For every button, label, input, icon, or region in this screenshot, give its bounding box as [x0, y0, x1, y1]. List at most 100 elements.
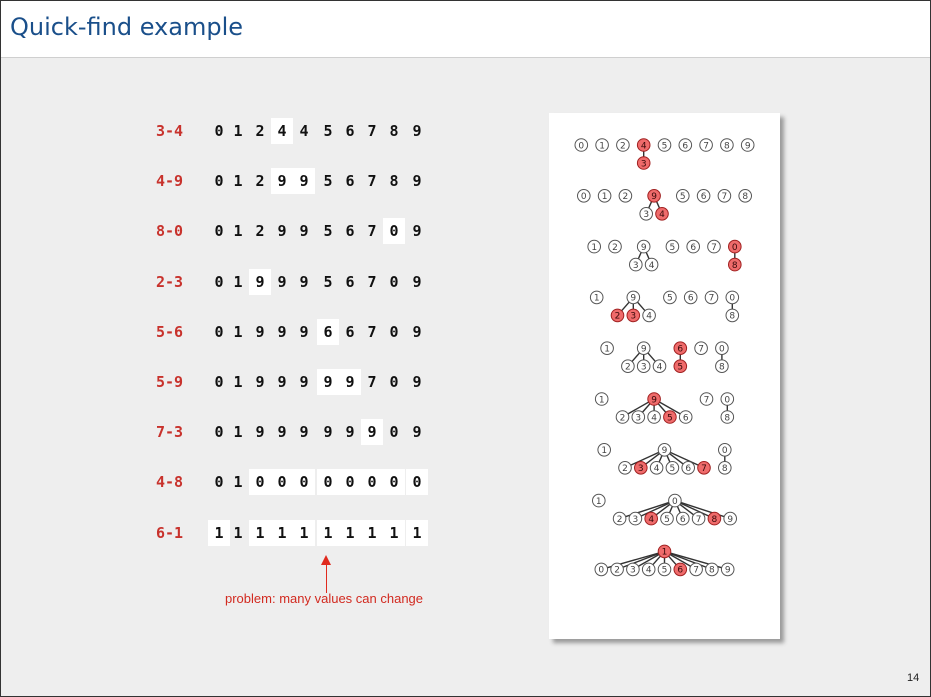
tree-node — [577, 189, 591, 203]
tree-node — [647, 189, 661, 203]
forest-step: 1 9 5 6 7 0 2 3 4 8 — [589, 290, 740, 323]
union-operation: 5-9 — [156, 373, 184, 391]
tree-node — [728, 239, 742, 254]
tree-edge — [664, 449, 705, 469]
tree-node — [657, 443, 672, 457]
union-operation: 4-8 — [156, 473, 184, 492]
tree-node-label: 7 — [703, 141, 709, 151]
tree-node-label: 4 — [649, 261, 655, 271]
arrow-shaft — [326, 563, 327, 593]
tree-node — [644, 511, 658, 526]
step-row: 4-8 0 1 0 0 0 0 0 0 0 0 — [1, 469, 931, 496]
tree-node — [657, 544, 672, 559]
tree-node-label: 3 — [633, 261, 639, 271]
step-row: 4-9 0 1 2 9 9 5 6 7 8 9 — [1, 168, 931, 195]
tree-node-label: 8 — [729, 312, 735, 322]
tree-node — [673, 341, 688, 355]
union-operation: 5-6 — [156, 322, 184, 341]
id-cell: 0 — [271, 469, 293, 496]
id-cell: 7 — [367, 322, 377, 341]
union-operation: 7-3 — [156, 423, 184, 442]
tree-node-label: 3 — [643, 210, 649, 220]
forest-diagram: 0 1 2 4 5 6 7 8 930 1 2 9 5 6 7 83 41 2 9 5 6 7 03 4 81 9 5 6 7 02 3 4 8… — [574, 138, 755, 577]
tree-node — [720, 138, 734, 152]
tree-node — [574, 138, 589, 152]
id-cell: 1 — [233, 122, 243, 140]
tree-node — [589, 290, 604, 305]
tree-node-label: 2 — [622, 464, 628, 474]
tree-node-label: 6 — [677, 345, 683, 355]
id-cell: 9 — [277, 423, 287, 442]
tree-node-label: 3 — [630, 566, 636, 576]
tree-node-label: 8 — [732, 261, 738, 271]
arrow-up-icon — [321, 555, 331, 565]
tree-node — [697, 461, 711, 475]
tree-node — [608, 239, 622, 254]
tree-node-label: 4 — [641, 141, 647, 151]
id-cell: 0 — [293, 469, 315, 496]
id-cell: 0 — [339, 469, 361, 496]
tree-node-label: 9 — [651, 192, 657, 202]
tree-node-label: 0 — [729, 294, 735, 304]
tree-node — [655, 207, 669, 221]
tree-node-label: 4 — [648, 515, 654, 525]
problem-annotation: problem: many values can change — [225, 591, 424, 606]
tree-node-label: 9 — [727, 515, 733, 525]
tree-node — [665, 239, 680, 254]
tree-edge — [664, 550, 713, 571]
id-cell: 9 — [255, 423, 265, 442]
id-cell: 9 — [277, 322, 287, 341]
tree-node — [657, 138, 672, 152]
tree-node-label: 2 — [623, 192, 629, 202]
forest-step: 0 1 2 9 5 6 7 8 3 4 — [577, 189, 752, 221]
tree-node-label: 9 — [641, 243, 647, 253]
tree-node-label: 2 — [620, 413, 626, 423]
tree-node — [678, 138, 693, 152]
id-cell: 9 — [255, 322, 265, 341]
tree-node-label: 6 — [677, 566, 683, 576]
id-cell: 9 — [412, 423, 422, 442]
union-operation: 6-1 — [156, 523, 184, 542]
tree-node — [720, 392, 735, 406]
tree-node — [644, 257, 659, 272]
slide-title: Quick-find example — [10, 13, 244, 41]
tree-node-label: 3 — [641, 363, 647, 373]
tree-node — [681, 461, 695, 475]
id-cell: 0 — [389, 423, 399, 442]
tree-edge — [674, 499, 715, 520]
tree-node-label: 6 — [682, 141, 688, 151]
tree-node-label: 7 — [711, 243, 717, 253]
tree-node — [610, 308, 625, 323]
union-operation: 2-3 — [156, 272, 184, 291]
tree-node — [699, 138, 713, 152]
id-cell: 9 — [323, 423, 333, 442]
tree-edge — [619, 499, 676, 520]
tree-node-label: 0 — [724, 395, 730, 405]
id-cell: 9 — [299, 272, 309, 291]
id-cell: 7 — [367, 122, 377, 140]
tree-node — [665, 461, 680, 475]
tree-edge — [674, 499, 731, 520]
tree-node-label: 4 — [659, 210, 665, 220]
id-cell: 1 — [249, 519, 271, 546]
tree-node-label: 4 — [651, 413, 657, 423]
id-cell: 9 — [412, 272, 422, 291]
forest-step: 1 9 7 0 2 3 4 5 6 8 — [594, 392, 735, 424]
id-cell: 1 — [233, 172, 243, 191]
tree-node — [595, 138, 609, 152]
tree-node-label: 9 — [651, 395, 657, 405]
tree-node-label: 1 — [596, 497, 602, 507]
tree-node — [728, 257, 742, 272]
tree-node-label: 3 — [641, 159, 647, 169]
id-cell: 0 — [214, 272, 224, 291]
id-cell: 1 — [271, 519, 293, 546]
id-cell: 9 — [412, 222, 422, 241]
id-cell: 9 — [361, 419, 383, 446]
tree-node — [663, 290, 677, 305]
id-cell: 1 — [406, 519, 428, 546]
tree-node — [717, 189, 732, 203]
id-cell: 2 — [255, 122, 265, 140]
tree-node-label: 0 — [598, 566, 604, 576]
id-cell: 0 — [389, 373, 399, 391]
step-row: 2-3 0 1 9 9 9 5 6 7 0 9 — [1, 268, 931, 295]
